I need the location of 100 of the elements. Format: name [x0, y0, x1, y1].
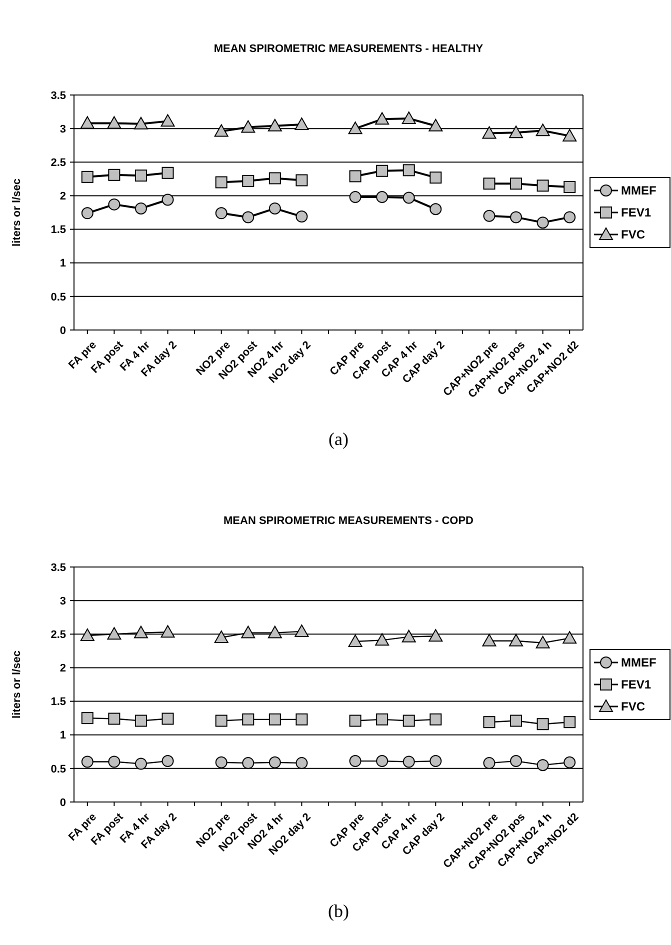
point	[134, 758, 147, 770]
point	[107, 627, 122, 640]
point	[81, 207, 94, 220]
point	[241, 626, 256, 638]
point	[108, 756, 120, 768]
point	[215, 756, 228, 768]
point	[562, 128, 577, 142]
point	[509, 126, 524, 138]
chart-title: MEAN SPIROMETRIC MEASUREMENTS - HEALTHY	[214, 43, 484, 55]
point	[402, 112, 416, 124]
point	[162, 712, 174, 725]
point	[402, 164, 415, 176]
point	[375, 112, 390, 125]
point	[268, 172, 281, 184]
point	[564, 716, 576, 728]
chart-title: MEAN SPIROMETRIC MEASUREMENTS - COPD	[224, 515, 474, 527]
point	[430, 713, 442, 726]
point	[215, 207, 228, 220]
point	[268, 756, 281, 768]
point	[510, 178, 522, 190]
y-tick-label: 1.5	[50, 224, 66, 236]
point	[536, 759, 549, 772]
y-tick-label: 0.5	[50, 763, 66, 776]
point	[349, 191, 362, 204]
y-tick-label: 3.5	[50, 562, 66, 574]
point	[81, 170, 94, 183]
point	[483, 716, 496, 728]
y-tick-label: 2.5	[50, 156, 66, 169]
point	[375, 633, 390, 646]
point	[162, 166, 174, 179]
point	[349, 714, 362, 727]
point	[268, 202, 281, 214]
point	[160, 625, 175, 638]
point	[349, 170, 362, 182]
point	[428, 118, 443, 132]
point	[430, 755, 442, 768]
text: (b)	[328, 901, 349, 921]
point	[296, 210, 308, 223]
point	[215, 714, 228, 727]
point	[108, 198, 120, 210]
point	[536, 216, 549, 229]
point	[402, 714, 415, 727]
point	[564, 211, 576, 224]
point	[348, 634, 362, 648]
y-axis-title: liters or l/sec	[11, 178, 23, 246]
y-tick-label: 1	[60, 258, 66, 270]
point	[215, 176, 228, 188]
point	[536, 180, 549, 192]
point	[214, 124, 228, 137]
legend-label: FVC	[621, 228, 646, 242]
point	[483, 210, 496, 222]
point	[428, 629, 443, 642]
point	[214, 630, 228, 643]
y-tick-label: 1	[60, 730, 66, 742]
point	[268, 118, 282, 132]
point	[80, 628, 94, 641]
point	[376, 713, 388, 726]
legend-label: MMEF	[621, 184, 656, 198]
point	[134, 626, 148, 638]
point	[242, 174, 254, 187]
point	[134, 714, 147, 727]
point	[376, 191, 388, 204]
point	[510, 211, 522, 224]
y-tick-label: 3	[60, 595, 66, 608]
y-tick-label: 0.5	[50, 291, 66, 304]
point	[134, 116, 148, 130]
point	[268, 713, 281, 726]
point	[80, 116, 94, 129]
point	[482, 634, 496, 646]
legend-label: FEV1	[621, 206, 652, 220]
point	[562, 631, 577, 644]
point	[483, 757, 496, 770]
y-tick-label: 2	[60, 662, 66, 675]
point	[564, 756, 576, 768]
y-tick-label: 3.5	[50, 90, 66, 102]
y-tick-label: 1.5	[50, 696, 66, 708]
point	[296, 757, 308, 770]
point	[430, 172, 442, 184]
point	[349, 755, 362, 768]
point	[294, 624, 309, 637]
point	[296, 713, 308, 726]
y-tick-label: 3	[60, 123, 66, 136]
y-tick-label: 2	[60, 190, 66, 203]
point	[402, 630, 416, 642]
point	[510, 714, 522, 727]
legend-label: FEV1	[621, 678, 652, 692]
point	[296, 174, 308, 186]
point	[348, 122, 362, 134]
point	[482, 126, 496, 139]
point	[402, 756, 415, 768]
point	[108, 712, 120, 725]
point	[107, 116, 122, 129]
point	[162, 194, 174, 206]
point	[402, 192, 415, 204]
y-tick-label: 0	[60, 796, 66, 809]
point	[160, 114, 175, 127]
point	[376, 755, 388, 768]
point	[241, 120, 256, 133]
text: (a)	[328, 429, 348, 449]
point	[81, 756, 94, 768]
